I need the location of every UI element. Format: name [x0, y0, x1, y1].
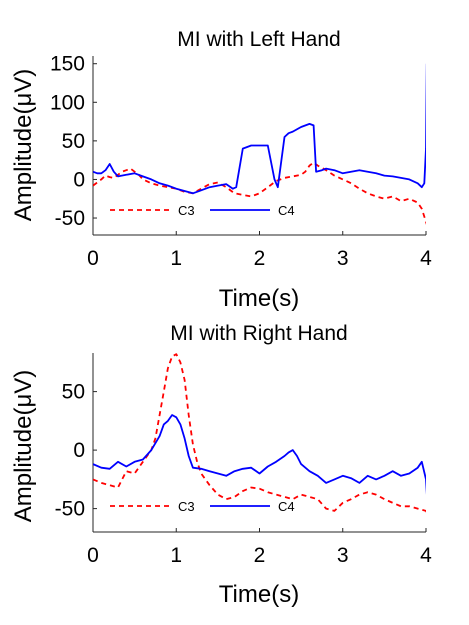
y-tick-label: -50: [55, 207, 85, 230]
y-tick-label: 100: [50, 91, 85, 114]
y-tick-label: 150: [50, 53, 85, 76]
legend-label-c3: C3: [178, 499, 195, 514]
series-group: [93, 353, 426, 514]
legend-label-c4: C4: [278, 499, 295, 514]
x-axis-label-left: Time(s): [219, 285, 299, 312]
x-tick-label: 0: [87, 544, 99, 567]
legend: C3 C4: [110, 203, 295, 218]
x-tick-label: 0: [87, 247, 99, 270]
y-tick-label: 0: [73, 439, 85, 462]
y-tick-label: 50: [62, 381, 85, 404]
x-tick-label: 4: [420, 247, 432, 270]
y-axis-label-left: Amplitude(μV): [10, 69, 37, 222]
legend: C3 C4: [110, 499, 295, 514]
x-tick-label: 2: [254, 544, 266, 567]
series-group: [93, 63, 426, 225]
chart-title-left: MI with Left Hand: [177, 28, 340, 51]
series-line-c4: [93, 414, 426, 495]
y-axis-label-right: Amplitude(μV): [10, 370, 37, 523]
x-tick-label: 4: [420, 544, 432, 567]
series-line-c3: [93, 161, 426, 225]
y-tick-label: 0: [73, 168, 85, 191]
x-tick-label: 2: [254, 247, 266, 270]
x-tick-label: 1: [170, 247, 182, 270]
y-tick-label: 50: [62, 130, 85, 153]
x-tick-label: 3: [337, 247, 349, 270]
series-line-c4: [93, 63, 426, 195]
y-tick-label: -50: [55, 498, 85, 521]
legend-label-c3: C3: [178, 203, 195, 218]
chart-title-right: MI with Right Hand: [170, 322, 347, 345]
x-axis-label-right: Time(s): [219, 581, 299, 608]
legend-label-c4: C4: [278, 203, 295, 218]
series-line-c3: [93, 353, 426, 514]
x-tick-label: 3: [337, 544, 349, 567]
x-tick-label: 1: [170, 544, 182, 567]
